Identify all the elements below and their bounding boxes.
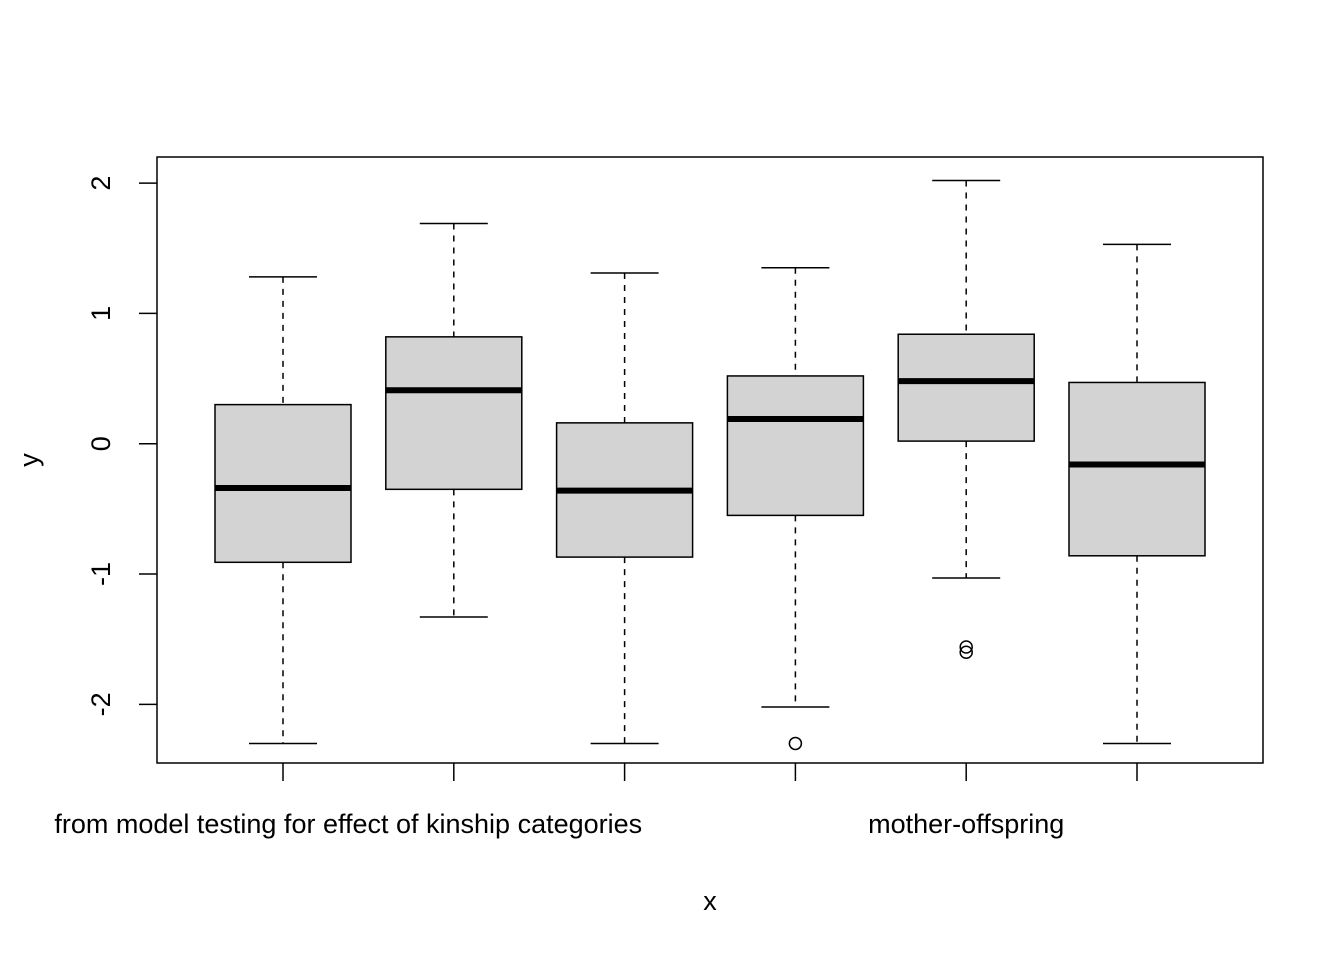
- x-axis-label: x: [703, 886, 717, 916]
- y-axis: -2 -1 0 1 2: [86, 176, 157, 716]
- outlier-point: [959, 640, 973, 654]
- box-group: [1068, 243, 1206, 745]
- outlier-point: [959, 645, 973, 659]
- box-iqr: [1068, 381, 1206, 557]
- boxes-layer: [214, 179, 1206, 751]
- y-tick-label: -2: [86, 692, 116, 716]
- box-group: [897, 179, 1035, 659]
- box-group: [214, 276, 352, 745]
- outlier-point: [788, 736, 803, 751]
- y-tick-label: -1: [86, 562, 116, 586]
- y-tick-label: 2: [86, 176, 116, 191]
- plot-frame: [156, 156, 1264, 764]
- x-tick-label: from model testing for effect of kinship…: [54, 809, 642, 839]
- box-iqr: [385, 336, 523, 491]
- box-iqr: [214, 403, 352, 564]
- y-axis-label: y: [14, 453, 44, 467]
- y-tick-label: 1: [86, 306, 116, 321]
- x-axis: from model testing for effect of kinship…: [54, 763, 1138, 839]
- x-tick-label: mother-offspring: [868, 809, 1064, 839]
- box-iqr: [897, 333, 1035, 442]
- y-tick-label: 0: [86, 436, 116, 451]
- box-group: [726, 267, 865, 751]
- box-group: [385, 222, 523, 618]
- box-group: [555, 272, 694, 745]
- box-iqr: [726, 375, 865, 517]
